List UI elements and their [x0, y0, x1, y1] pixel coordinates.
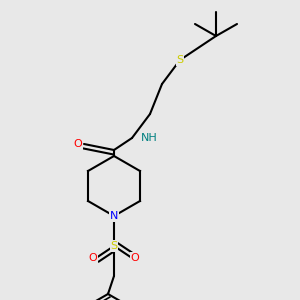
- Text: S: S: [110, 241, 118, 251]
- Text: O: O: [74, 139, 82, 149]
- Text: O: O: [88, 253, 98, 263]
- Text: NH: NH: [141, 133, 158, 143]
- Text: N: N: [110, 211, 118, 221]
- Text: O: O: [130, 253, 140, 263]
- Text: S: S: [176, 55, 184, 65]
